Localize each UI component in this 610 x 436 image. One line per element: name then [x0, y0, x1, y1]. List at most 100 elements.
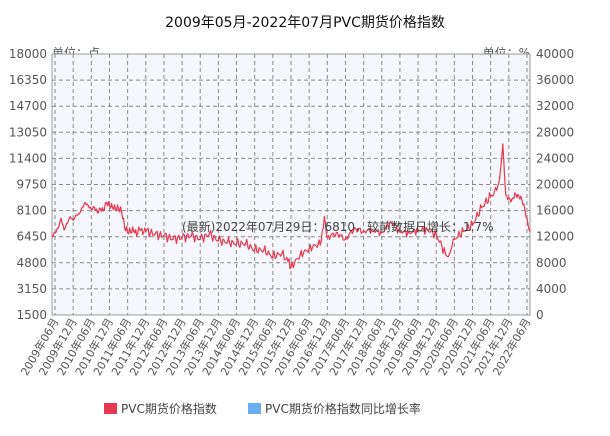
- data-point: [72, 219, 74, 221]
- left-tick-label: 16350: [9, 73, 47, 87]
- data-point: [111, 206, 114, 209]
- left-tick-label: 18000: [9, 47, 47, 61]
- data-point: [126, 231, 129, 234]
- data-point: [511, 198, 513, 201]
- data-point: [69, 216, 71, 218]
- data-point: [154, 233, 156, 236]
- data-point: [235, 243, 238, 245]
- data-point: [272, 255, 274, 258]
- data-point: [54, 231, 56, 234]
- legend: PVC期货价格指数 PVC期货价格指数同比增长率: [104, 401, 421, 416]
- right-tick-label: 8000: [536, 256, 567, 270]
- data-point: [299, 254, 301, 256]
- data-point: [117, 208, 120, 210]
- left-tick-label: 8100: [16, 204, 47, 218]
- data-point: [63, 228, 65, 231]
- legend-label-price: PVC期货价格指数: [121, 401, 217, 416]
- data-point: [108, 205, 111, 207]
- data-point: [489, 195, 492, 198]
- left-axis-ticks: 1500 3150 4800 6450 8100 9750 11400 13050 14700 1…: [9, 47, 47, 322]
- right-tick-label: 12000: [536, 230, 574, 244]
- data-point: [123, 227, 126, 229]
- left-tick-label: 9750: [16, 178, 47, 192]
- data-point: [362, 230, 365, 232]
- data-point: [399, 230, 401, 232]
- data-point: [435, 233, 438, 236]
- data-point: [181, 236, 183, 239]
- data-point: [320, 239, 323, 242]
- right-tick-label: 20000: [536, 178, 574, 192]
- data-point: [317, 243, 320, 245]
- data-point: [78, 213, 80, 215]
- data-point: [495, 189, 498, 191]
- data-point: [523, 203, 525, 206]
- data-point: [199, 238, 201, 240]
- data-point: [57, 227, 59, 229]
- data-point: [60, 217, 62, 220]
- x-axis-ticks: 2009年06月2009年12月2010年06月2010年12月2011年06月…: [17, 315, 533, 377]
- data-point: [129, 231, 132, 234]
- data-point: [471, 224, 474, 226]
- left-tick-label: 13050: [9, 125, 47, 139]
- data-point: [99, 208, 102, 210]
- data-point: [335, 231, 338, 234]
- data-point: [142, 233, 144, 236]
- data-point: [529, 230, 531, 232]
- data-point: [453, 238, 456, 240]
- data-point: [81, 206, 84, 209]
- data-point: [132, 230, 135, 232]
- latest-annotation: (最新)2022年07月29日：6810，较前数据日增长：1.7%: [182, 219, 493, 234]
- data-point: [308, 247, 311, 250]
- legend-swatch-price: [104, 403, 117, 414]
- legend-label-growth: PVC期货价格指数同比增长率: [265, 401, 421, 416]
- right-tick-label: 4000: [536, 282, 567, 296]
- data-point: [190, 235, 192, 237]
- data-point: [520, 195, 522, 198]
- data-point: [263, 249, 265, 251]
- right-axis-ticks: 0 4000 8000 12000 16000 20000 24000 28000 32000 3…: [536, 47, 574, 322]
- data-point: [514, 192, 516, 194]
- data-point: [217, 239, 220, 242]
- grid-lines: [52, 54, 530, 315]
- data-point: [290, 266, 292, 269]
- data-point: [226, 241, 229, 243]
- right-tick-label: 16000: [536, 204, 574, 218]
- left-tick-label: 1500: [16, 308, 47, 322]
- data-point: [93, 206, 96, 209]
- right-tick-label: 40000: [536, 47, 574, 61]
- data-point: [417, 228, 419, 231]
- data-point: [102, 209, 105, 212]
- data-point: [344, 238, 347, 240]
- data-point: [244, 243, 247, 245]
- data-point: [526, 217, 528, 220]
- data-point: [87, 205, 90, 207]
- right-tick-label: 28000: [536, 125, 574, 139]
- data-point: [408, 231, 410, 234]
- data-point: [444, 252, 447, 255]
- data-point: [480, 206, 483, 209]
- data-point: [505, 194, 507, 196]
- chart-title: 2009年05月-2022年07月PVC期货价格指数: [165, 14, 445, 31]
- data-point: [326, 236, 329, 239]
- series-layer: [51, 143, 531, 270]
- data-point: [502, 143, 504, 145]
- right-tick-label: 36000: [536, 73, 574, 87]
- left-tick-label: 3150: [16, 282, 47, 296]
- data-point: [114, 208, 117, 210]
- legend-swatch-growth: [248, 403, 261, 414]
- left-tick-label: 11400: [9, 151, 47, 165]
- left-tick-label: 14700: [9, 99, 47, 113]
- data-point: [323, 216, 326, 218]
- data-point: [287, 260, 289, 263]
- right-tick-label: 0: [536, 308, 544, 322]
- data-point: [390, 220, 392, 223]
- data-point: [75, 214, 77, 217]
- data-point: [426, 228, 428, 231]
- data-point: [447, 255, 450, 258]
- left-tick-label: 4800: [16, 256, 47, 270]
- right-tick-label: 24000: [536, 151, 574, 165]
- data-point: [353, 227, 356, 229]
- data-point: [498, 176, 501, 179]
